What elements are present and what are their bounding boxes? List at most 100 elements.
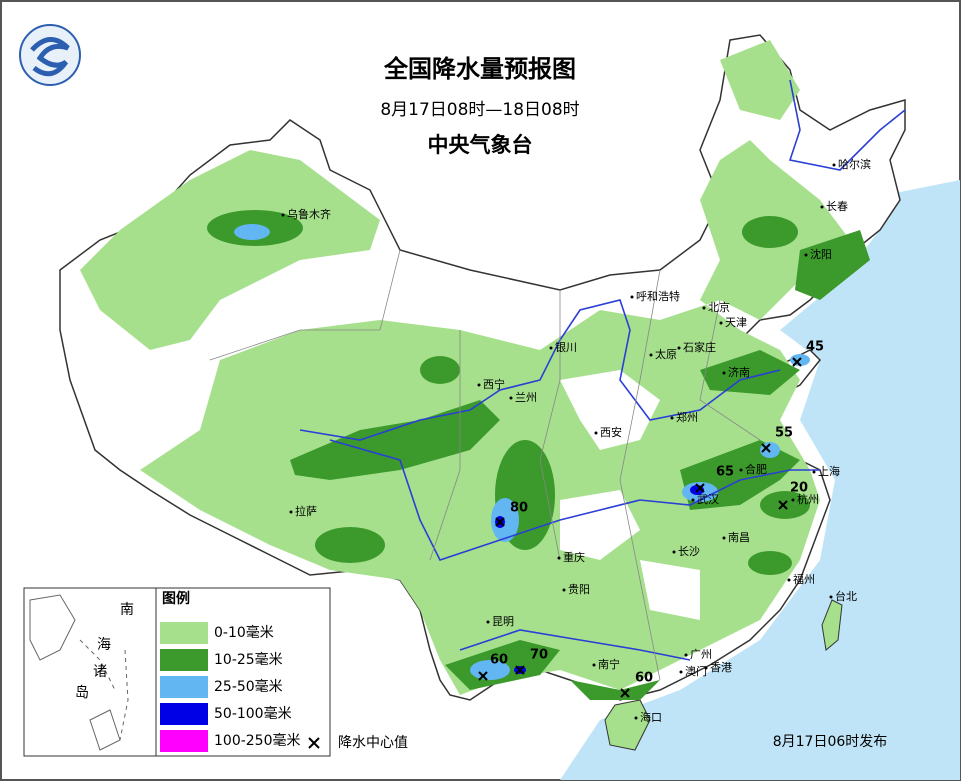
city-dot [684, 653, 688, 657]
city-dot [281, 213, 285, 217]
legend: 0-10毫米 10-25毫米 25-50毫米 50-100毫米 100-250毫米 [160, 622, 301, 752]
city-dot [787, 578, 791, 582]
city-label: 沈阳 [810, 247, 832, 261]
subtitle: 8月17日08时—18日08时 [380, 100, 579, 120]
city-label: 西安 [600, 425, 622, 439]
center-value: 60 [490, 653, 508, 668]
inset-map [23, 587, 157, 757]
city-label: 上海 [818, 464, 840, 478]
area [315, 527, 385, 563]
center-mark [620, 688, 630, 698]
city-dot [634, 716, 638, 720]
center-mark [515, 665, 525, 675]
center-value: 45 [806, 340, 824, 355]
city-dot [702, 306, 706, 310]
city-dot [477, 383, 481, 387]
city-dot [549, 346, 553, 350]
city-label: 长沙 [678, 545, 700, 558]
area [470, 660, 510, 680]
city-dot [672, 550, 676, 554]
city-dot [509, 396, 513, 400]
inset-label: 诸 [93, 664, 107, 680]
center-mark [478, 671, 488, 681]
inset-boundary [79, 639, 129, 741]
city-dot [704, 666, 708, 670]
center-symbol [308, 737, 320, 749]
city-label: 澳门 [685, 664, 707, 678]
area [80, 150, 380, 350]
city-label: 天津 [725, 316, 747, 329]
province-borders [209, 249, 761, 681]
area [720, 40, 800, 120]
legend-swatch [160, 649, 208, 671]
city-label: 福州 [793, 572, 815, 586]
city-dot [679, 670, 683, 674]
city-dot [829, 595, 833, 599]
pearl-river [459, 629, 691, 661]
city-dot [486, 620, 490, 624]
city-dot [677, 346, 681, 350]
center-value: 65 [716, 465, 734, 480]
center-mark [778, 500, 788, 510]
inset-label: 海 [97, 637, 111, 653]
legend-swatch [160, 676, 208, 698]
legend-label: 0-10毫米 [214, 624, 274, 641]
city-label: 杭州 [797, 492, 819, 506]
legend-label: 50-100毫米 [214, 705, 292, 722]
center-value: 55 [775, 426, 793, 441]
city-label: 郑州 [676, 410, 698, 424]
rain-10-25 [207, 210, 870, 700]
city-dot [649, 353, 653, 357]
city-dot [719, 321, 723, 325]
city-dot [722, 536, 726, 540]
city-label: 台北 [835, 589, 857, 603]
title: 全国降水量预报图 [383, 55, 576, 83]
center-value: 20 [790, 481, 808, 496]
city-label: 太原 [655, 348, 677, 361]
center-value: 60 [635, 671, 653, 686]
center-mark [792, 357, 802, 367]
city-dot [557, 556, 561, 560]
city-label: 银川 [555, 340, 577, 354]
legend-swatch [160, 703, 208, 725]
city-label: 重庆 [563, 550, 585, 564]
city-dot [630, 295, 634, 299]
inset-label: 南 [120, 602, 134, 618]
city-label: 合肥 [745, 462, 767, 476]
center-label: 降水中心值 [338, 735, 408, 751]
taiwan [821, 599, 843, 651]
area [742, 216, 798, 248]
city-label: 济南 [728, 365, 750, 379]
city-label: 兰州 [515, 391, 537, 404]
sea [560, 180, 960, 780]
area [640, 560, 700, 620]
city-dot [739, 468, 743, 472]
legend-label: 100-250毫米 [214, 732, 301, 749]
rain-25-50 [234, 224, 810, 680]
legend-title: 图例 [162, 590, 190, 607]
legend-label: 10-25毫米 [214, 651, 283, 668]
logo [19, 24, 81, 86]
city-label: 南昌 [728, 531, 750, 544]
area [491, 498, 519, 542]
city-label: 石家庄 [683, 340, 716, 354]
city-label: 北京 [708, 300, 730, 314]
city-label: 西宁 [483, 377, 505, 391]
dry-areas [560, 370, 700, 620]
city-label: 拉萨 [295, 504, 317, 518]
city-label: 昆明 [492, 615, 514, 628]
city-dot [722, 371, 726, 375]
area [290, 400, 500, 480]
yangtze-river [329, 439, 820, 561]
city-label: 广州 [690, 648, 712, 661]
city-dot [592, 663, 596, 667]
city-dot [670, 416, 674, 420]
city-label: 贵阳 [568, 583, 590, 596]
songhua-river [788, 79, 906, 171]
inset-label: 岛 [75, 685, 89, 701]
city-dot [820, 205, 824, 209]
area [420, 356, 460, 384]
city-dot [691, 498, 695, 502]
